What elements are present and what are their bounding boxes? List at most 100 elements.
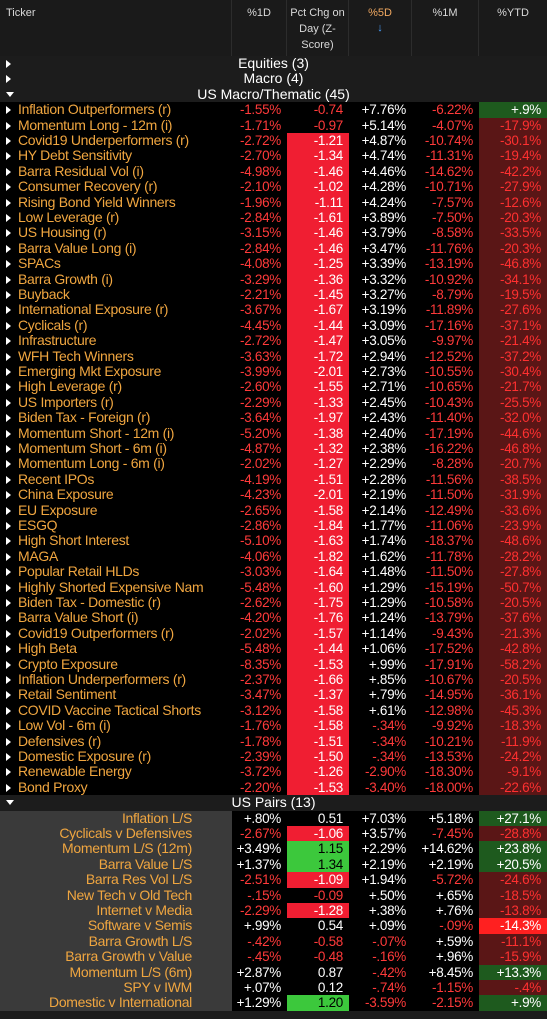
ticker-name[interactable]: Infrastructure [0,333,232,348]
pair-row[interactable]: Momentum L/S (12m) +3.49% 1.15 +2.29% +14.62… [0,841,547,857]
ticker-name[interactable]: Momentum Short - 12m (i) [0,426,232,441]
ticker-name[interactable]: Cyclicals (r) [0,318,232,333]
table-row[interactable]: Covid19 Underperformers (r) -2.72% -1.21 +4… [0,133,547,149]
expand-right-icon[interactable] [6,321,11,330]
ticker-name[interactable]: Barra Growth (i) [0,272,232,287]
expand-right-icon[interactable] [6,706,11,715]
pair-row[interactable]: Software v Semis +.99% 0.54 +.09% -.09% -14.3… [0,918,547,934]
table-row[interactable]: ESGQ -2.86% -1.84 +1.77% -11.06% -23.9% [0,518,547,534]
ticker-name[interactable]: High Short Interest [0,533,232,548]
collapse-right-icon[interactable] [6,60,11,68]
col-5d-header[interactable]: %5D ↓ [349,0,412,56]
pair-row[interactable]: New Tech v Old Tech -.15% -0.09 +.50% +.65% -… [0,887,547,903]
ticker-name[interactable]: MAGA [0,549,232,564]
ticker-name[interactable]: Emerging Mkt Exposure [0,364,232,379]
table-row[interactable]: International Exposure (r) -3.67% -1.67 +3.… [0,302,547,318]
table-row[interactable]: Infrastructure -2.72% -1.47 +3.05% -9.97% -21… [0,333,547,349]
expand-right-icon[interactable] [6,291,11,299]
expand-right-icon[interactable] [6,737,11,746]
expand-right-icon[interactable] [6,183,11,192]
ticker-name[interactable]: ESGQ [0,518,232,533]
ticker-name[interactable]: Barra Growth v Value [0,949,232,965]
table-row[interactable]: Emerging Mkt Exposure -3.99% -2.01 +2.73% -1… [0,364,547,380]
table-row[interactable]: High Leverage (r) -2.60% -1.55 +2.71% -10.65… [0,379,547,395]
expand-right-icon[interactable] [6,722,11,731]
expand-right-icon[interactable] [6,214,11,222]
table-row[interactable]: Popular Retail HLDs -3.03% -1.64 +1.48% -11.… [0,564,547,580]
expand-right-icon[interactable] [6,352,11,361]
ticker-name[interactable]: High Beta [0,641,232,656]
col-1m-header[interactable]: %1M [412,0,479,56]
ticker-name[interactable]: Momentum L/S (6m) [0,964,232,980]
expand-right-icon[interactable] [6,753,11,761]
pair-row[interactable]: Domestic v International +1.29% 1.20 -3.59%… [0,995,547,1011]
table-row[interactable]: Momentum Short - 6m (i) -4.87% -1.32 +2.38%… [0,441,547,457]
table-row[interactable]: Bond Proxy -2.20% -1.53 -3.40% -18.00% -22.6% [0,779,547,796]
ticker-name[interactable]: New Tech v Old Tech [0,887,232,903]
expand-right-icon[interactable] [6,783,11,792]
ticker-name[interactable]: Inflation L/S [0,810,232,826]
table-row[interactable]: HY Debt Sensitivity -2.70% -1.34 +4.74% -11.… [0,148,547,164]
table-row[interactable]: Covid19 Outperformers (r) -2.02% -1.57 +1.1… [0,625,547,642]
pair-row[interactable]: Cyclicals v Defensives -2.67% -1.06 +3.57% -… [0,826,547,842]
ticker-name[interactable]: Inflation Underperformers (r) [0,672,232,687]
ticker-name[interactable]: Low Leverage (r) [0,210,232,225]
pair-row[interactable]: Barra Growth v Value -.45% -0.48 -.16% +.96%… [0,949,547,965]
table-row[interactable]: Momentum Long - 6m (i) -2.02% -1.27 +2.29% -… [0,456,547,472]
pair-row[interactable]: SPY v IWM +.07% 0.12 -.74% -1.15% -.4% [0,980,547,996]
expand-right-icon[interactable] [6,198,11,207]
table-row[interactable]: Barra Value Long (i) -2.84% -1.46 +3.47% -11… [0,240,547,257]
expand-right-icon[interactable] [6,229,11,238]
expand-right-icon[interactable] [6,260,11,269]
table-row[interactable]: Inflation Outperformers (r) -1.55% -0.74 +7… [0,102,547,118]
expand-right-icon[interactable] [6,660,11,669]
ticker-name[interactable]: Renewable Energy [0,764,232,779]
ticker-name[interactable]: WFH Tech Winners [0,349,232,364]
table-row[interactable]: Biden Tax - Foreign (r) -3.64% -1.97 +2.43%… [0,410,547,426]
table-row[interactable]: Momentum Long - 12m (i) -1.71% -0.97 +5.14%… [0,117,547,133]
ticker-name[interactable]: Domestic v International [0,995,232,1011]
ticker-name[interactable]: Covid19 Underperformers (r) [0,133,232,148]
ticker-name[interactable]: Inflation Outperformers (r) [0,102,232,117]
pair-row[interactable]: Inflation L/S +.80% 0.51 +7.03% +5.18% +27.1% [0,810,547,826]
expand-right-icon[interactable] [6,167,11,176]
expand-down-icon[interactable] [6,800,14,806]
expand-right-icon[interactable] [6,460,11,469]
collapse-right-icon[interactable] [6,75,11,84]
ticker-name[interactable]: Biden Tax - Foreign (r) [0,410,232,425]
table-row[interactable]: COVID Vaccine Tactical Shorts -3.12% -1.58… [0,702,547,719]
expand-right-icon[interactable] [6,445,11,453]
ticker-name[interactable]: High Leverage (r) [0,379,232,394]
table-row[interactable]: Rising Bond Yield Winners -1.96% -1.11 +4.2… [0,194,547,210]
expand-right-icon[interactable] [6,429,11,438]
table-row[interactable]: High Beta -5.48% -1.44 +1.06% -17.52% -42.8% [0,641,547,657]
ticker-name[interactable]: Covid19 Outperformers (r) [0,626,232,641]
table-row[interactable]: Low Leverage (r) -2.84% -1.61 +3.89% -7.50% -… [0,210,547,226]
pair-row[interactable]: Barra Res Vol L/S -2.51% -1.09 +1.94% -5.72%… [0,872,547,888]
expand-right-icon[interactable] [6,583,11,592]
ticker-name[interactable]: China Exposure [0,487,232,502]
ticker-name[interactable]: SPACs [0,256,232,271]
pair-row[interactable]: Barra Growth L/S -.42% -0.58 -.07% +.59% -11.… [0,933,547,950]
ticker-name[interactable]: Momentum Long - 6m (i) [0,456,232,471]
ticker-name[interactable]: Barra Value Short (i) [0,610,232,625]
ticker-name[interactable]: Barra Value L/S [0,856,232,873]
expand-right-icon[interactable] [6,383,11,392]
expand-right-icon[interactable] [6,537,11,546]
table-row[interactable]: EU Exposure -2.65% -1.58 +2.14% -12.49% -33.6… [0,502,547,518]
expand-down-icon[interactable] [6,91,14,97]
ticker-name[interactable]: Highly Shorted Expensive Nam [0,580,232,595]
expand-right-icon[interactable] [6,137,11,145]
expand-right-icon[interactable] [6,337,11,346]
ticker-name[interactable]: SPY v IWM [0,980,232,996]
expand-right-icon[interactable] [6,306,11,315]
expand-right-icon[interactable] [6,599,11,607]
pair-row[interactable]: Internet v Media -2.29% -1.28 +.38% +.76% -13… [0,903,547,919]
table-row[interactable]: Barra Growth (i) -3.29% -1.36 +3.32% -10.92%… [0,271,547,287]
table-row[interactable]: China Exposure -4.23% -2.01 +2.19% -11.50% -3… [0,487,547,503]
ticker-name[interactable]: Popular Retail HLDs [0,564,232,579]
ticker-name[interactable]: Consumer Recovery (r) [0,179,232,194]
ticker-name[interactable]: Rising Bond Yield Winners [0,195,232,210]
ticker-name[interactable]: Momentum Long - 12m (i) [0,118,232,133]
ticker-name[interactable]: Momentum L/S (12m) [0,841,232,857]
